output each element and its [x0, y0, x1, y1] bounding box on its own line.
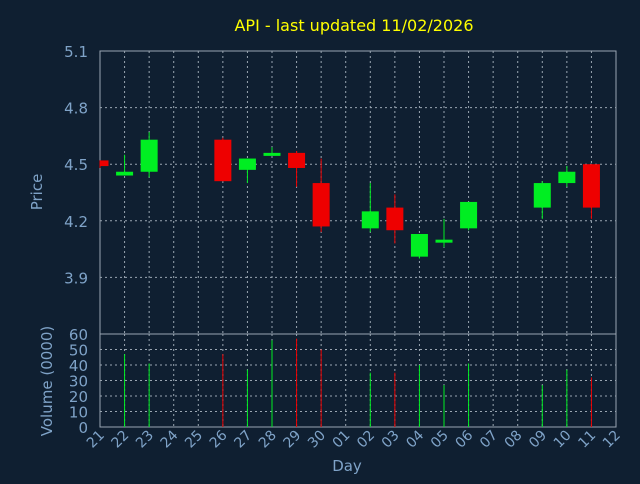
- day-tick-label: 07: [477, 428, 501, 452]
- day-tick-label: 24: [158, 427, 182, 451]
- candle-body: [410, 234, 428, 257]
- day-tick-label: 29: [280, 428, 304, 452]
- day-tick-label: 22: [108, 428, 132, 452]
- volume-tick-label: 40: [69, 357, 88, 375]
- volume-axis-label: Volume (0000): [38, 326, 56, 436]
- candle-body: [100, 160, 109, 167]
- day-tick-label: 10: [551, 428, 575, 452]
- day-tick-label: 08: [502, 428, 526, 452]
- price-panel: 5.1 4.8 4.5 4.2 3.9: [64, 43, 617, 335]
- day-tick-label: 12: [600, 428, 624, 452]
- volume-tick-label: 10: [69, 404, 88, 422]
- day-tick-label: 01: [330, 428, 354, 452]
- candle-body: [361, 211, 379, 229]
- candle-body: [386, 207, 404, 231]
- day-axis-label: Day: [332, 457, 362, 475]
- candle-body: [582, 164, 600, 208]
- candle-body: [460, 201, 478, 229]
- day-tick-label: 09: [526, 428, 550, 452]
- price-tick-label: 4.2: [64, 213, 88, 231]
- candle-body: [263, 152, 281, 156]
- day-tick-label: 23: [133, 428, 157, 452]
- day-tick-labels: 21 22 23 24 25 26 27 28 29 30 01 02 03 04 05 06 07 08 09 10…: [84, 427, 624, 451]
- price-axis-label: Price: [28, 174, 46, 211]
- day-tick-label: 26: [207, 427, 231, 451]
- volume-tick-label: 0: [78, 419, 88, 437]
- volume-tick-label: 50: [69, 342, 88, 360]
- day-tick-label: 11: [575, 428, 599, 452]
- candle-body: [312, 183, 330, 227]
- candle-body: [533, 183, 551, 208]
- candle-body: [435, 239, 453, 243]
- candle-body: [140, 139, 158, 172]
- chart-title: API - last updated 11/02/2026: [234, 16, 473, 35]
- day-tick-label: 30: [305, 428, 329, 452]
- price-tick-label: 5.1: [64, 43, 88, 61]
- volume-plot-frame: [99, 333, 617, 428]
- day-tick-label: 03: [379, 428, 403, 452]
- price-tick-label: 3.9: [64, 269, 88, 287]
- volume-tick-label: 30: [69, 373, 88, 391]
- day-tick-label: 25: [182, 428, 206, 452]
- candle-body: [558, 171, 576, 184]
- day-tick-label: 27: [231, 428, 255, 452]
- day-tick-label: 05: [428, 428, 452, 452]
- day-tick-label: 02: [354, 428, 378, 452]
- candle-body: [214, 139, 232, 182]
- day-tick-label: 04: [403, 427, 427, 451]
- price-tick-label: 4.8: [64, 100, 88, 118]
- candle-body: [288, 152, 306, 168]
- volume-tick-label: 20: [69, 388, 88, 406]
- volume-tick-label: 60: [69, 326, 88, 344]
- candle-body: [116, 171, 134, 176]
- day-tick-label: 06: [452, 427, 476, 451]
- day-tick-label: 28: [256, 428, 280, 452]
- candle-body: [238, 158, 256, 170]
- price-tick-label: 4.5: [64, 156, 88, 174]
